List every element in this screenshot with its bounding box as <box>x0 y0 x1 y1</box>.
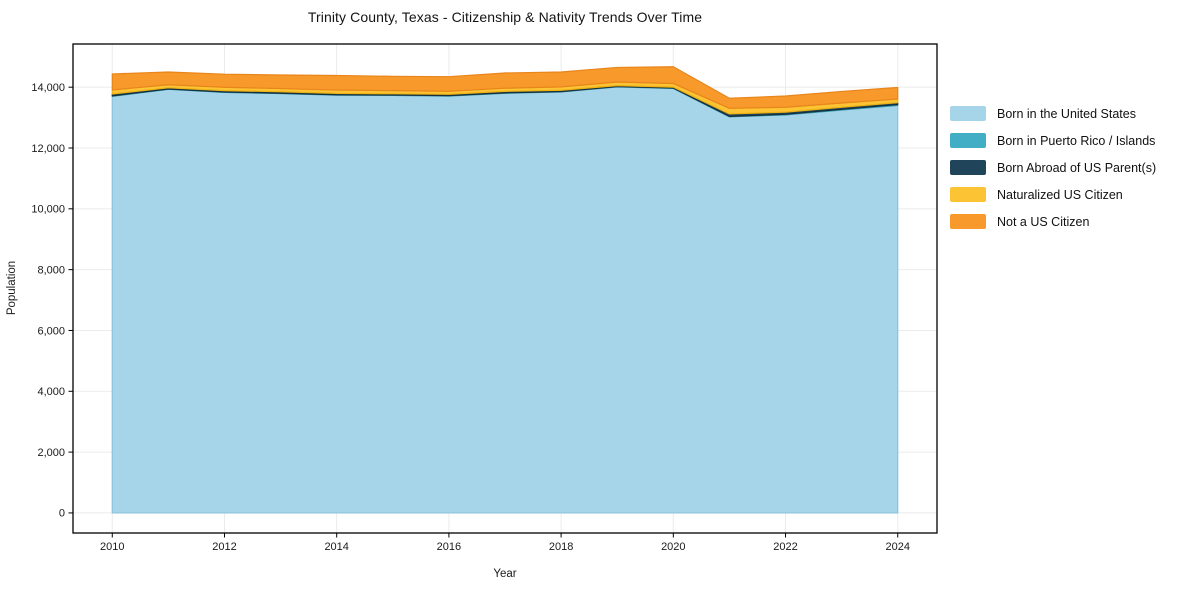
legend-swatch-icon <box>950 214 986 229</box>
legend: Born in the United States Born in Puerto … <box>950 100 1156 235</box>
y-tick-label: 10,000 <box>31 204 65 216</box>
legend-label: Born in the United States <box>997 106 1136 121</box>
legend-item-born-in-the-united-states: Born in the United States <box>950 100 1156 127</box>
legend-item-born-in-puerto-rico-islands: Born in Puerto Rico / Islands <box>950 127 1156 154</box>
legend-item-born-abroad-of-us-parent-s: Born Abroad of US Parent(s) <box>950 154 1156 181</box>
x-tick-label: 2016 <box>437 541 461 553</box>
y-tick-label: 6,000 <box>37 325 65 337</box>
y-tick-label: 14,000 <box>31 82 65 94</box>
legend-swatch-icon <box>950 187 986 202</box>
y-tick-label: 2,000 <box>37 447 65 459</box>
legend-label: Naturalized US Citizen <box>997 187 1123 202</box>
plot-border <box>72 43 938 534</box>
x-tick-label: 2014 <box>324 541 348 553</box>
y-tick-label: 4,000 <box>37 386 65 398</box>
y-tick-label: 0 <box>59 508 65 520</box>
chart-title: Trinity County, Texas - Citizenship & Na… <box>307 9 703 25</box>
x-tick-label: 2022 <box>773 541 797 553</box>
y-tick-label: 8,000 <box>37 264 65 276</box>
x-tick-label: 2020 <box>661 541 685 553</box>
x-tick-label: 2010 <box>100 541 124 553</box>
x-tick-label: 2012 <box>212 541 236 553</box>
legend-label: Not a US Citizen <box>997 214 1090 229</box>
area-born-in-the-united-states <box>111 86 899 514</box>
legend-item-not-a-us-citizen: Not a US Citizen <box>950 208 1156 235</box>
x-tick-label: 2018 <box>549 541 573 553</box>
area-not-a-us-citizen <box>111 66 899 109</box>
x-axis-label: Year <box>493 568 516 580</box>
legend-swatch-icon <box>950 133 986 148</box>
legend-label: Born in Puerto Rico / Islands <box>997 133 1156 148</box>
legend-swatch-icon <box>950 160 986 175</box>
legend-swatch-icon <box>950 106 986 121</box>
x-tick-label: 2024 <box>885 541 909 553</box>
y-axis-label: Population <box>6 261 18 315</box>
legend-label: Born Abroad of US Parent(s) <box>997 160 1157 175</box>
y-tick-label: 12,000 <box>31 143 65 155</box>
legend-item-naturalized-us-citizen: Naturalized US Citizen <box>950 181 1156 208</box>
